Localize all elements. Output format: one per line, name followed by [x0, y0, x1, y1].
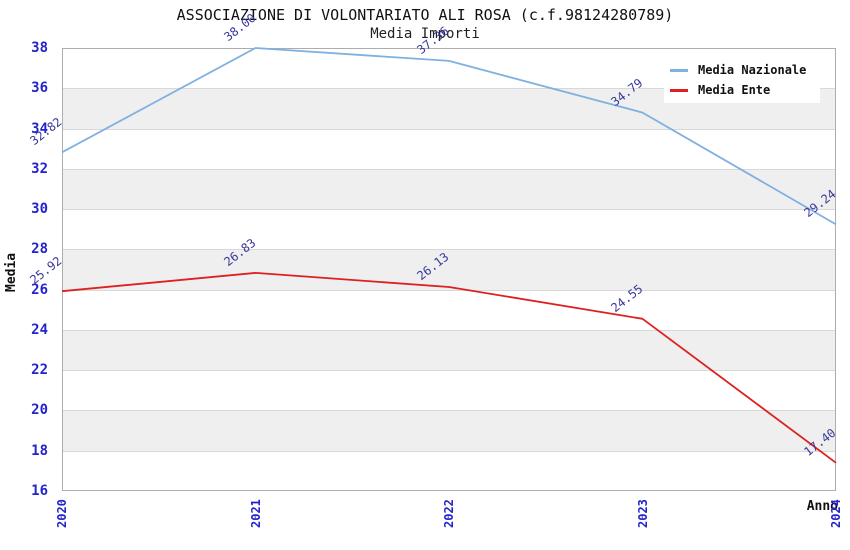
gridline [63, 329, 835, 331]
plot-band [63, 329, 835, 371]
series-line-media-ente [61, 271, 837, 464]
gridline [63, 209, 835, 211]
gridline [63, 128, 835, 130]
legend-swatch-media-nazionale [670, 68, 688, 72]
gridline [63, 370, 835, 372]
plot-band [63, 410, 835, 451]
chart-subtitle: Media Importi [370, 26, 480, 42]
x-axis-label: Anno [806, 499, 838, 514]
gridline [63, 289, 835, 291]
y-tick-label: 38 [31, 40, 48, 56]
y-tick-label: 20 [31, 402, 48, 419]
y-tick-label: 16 [31, 483, 48, 499]
y-tick-label: 24 [31, 321, 48, 338]
x-tick-label: 2022 [442, 499, 456, 528]
chart-title: ASSOCIAZIONE DI VOLONTARIATO ALI ROSA (c… [176, 6, 674, 24]
series-lines-layer [61, 47, 837, 464]
y-tick-label: 36 [31, 80, 48, 97]
legend-swatch-media-ente [670, 88, 688, 92]
legend: Media Nazionale Media Ente [664, 57, 820, 103]
gridline [63, 88, 835, 90]
y-tick-label: 34 [31, 120, 48, 137]
gridline [63, 450, 835, 452]
x-tick-label: 2023 [635, 499, 650, 528]
y-tick-label: 26 [31, 281, 48, 298]
x-tick-label: 2024 [829, 499, 843, 528]
y-tick-label: 32 [31, 160, 48, 177]
plot-band [63, 168, 835, 210]
x-tick-label: 2020 [55, 499, 69, 528]
legend-label: Media Ente [698, 83, 771, 97]
y-tick-label: 28 [31, 241, 48, 258]
series-line-media-nazionale [61, 47, 837, 226]
plot-band [63, 249, 835, 290]
y-tick-label: 30 [31, 201, 48, 218]
legend-item-media-ente: Media Ente [670, 80, 820, 100]
y-tick-label: 18 [31, 442, 48, 459]
plot-area [62, 48, 836, 491]
y-tick-label: 22 [31, 362, 48, 379]
x-tick-label: 2021 [248, 499, 263, 528]
legend-label: Media Nazionale [698, 63, 807, 77]
legend-item-media-nazionale: Media Nazionale [670, 60, 820, 80]
gridline [63, 168, 835, 170]
data-point-label: 32.82 [27, 115, 65, 149]
gridline [63, 410, 835, 412]
gridline [63, 249, 835, 251]
